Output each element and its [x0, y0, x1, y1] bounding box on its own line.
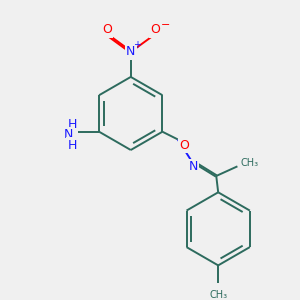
Text: H: H — [68, 139, 77, 152]
Text: H: H — [68, 118, 77, 130]
Text: CH₃: CH₃ — [240, 158, 258, 169]
Text: O: O — [102, 23, 112, 36]
Text: N: N — [126, 45, 136, 58]
Text: −: − — [161, 20, 170, 30]
Text: +: + — [134, 40, 142, 50]
Text: O: O — [150, 23, 160, 36]
Text: N: N — [188, 160, 198, 173]
Text: N: N — [64, 128, 73, 141]
Text: CH₃: CH₃ — [209, 290, 227, 300]
Text: O: O — [180, 139, 190, 152]
